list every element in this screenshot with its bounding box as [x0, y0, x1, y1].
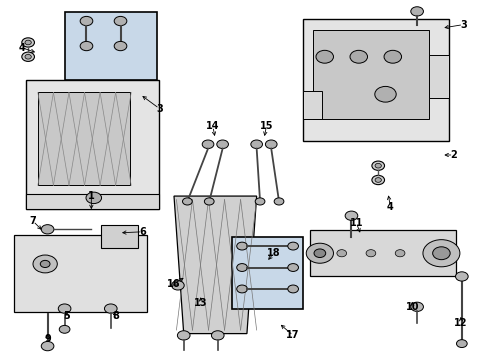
- Bar: [38, 93, 130, 185]
- Circle shape: [177, 331, 190, 340]
- Text: 11: 11: [349, 218, 362, 228]
- Circle shape: [336, 249, 346, 257]
- Circle shape: [422, 240, 459, 267]
- Bar: [26, 194, 159, 208]
- Bar: [312, 30, 428, 119]
- Text: 18: 18: [266, 248, 280, 258]
- Circle shape: [236, 242, 247, 250]
- Circle shape: [58, 304, 71, 313]
- Text: 4: 4: [386, 202, 393, 212]
- Circle shape: [22, 38, 34, 47]
- Text: 7: 7: [30, 216, 36, 226]
- Circle shape: [80, 17, 93, 26]
- Bar: [14, 235, 147, 312]
- Circle shape: [374, 178, 381, 182]
- Circle shape: [104, 304, 117, 313]
- Bar: [309, 230, 455, 276]
- Bar: [428, 55, 448, 98]
- Circle shape: [345, 211, 357, 220]
- Circle shape: [374, 163, 381, 168]
- Circle shape: [41, 225, 54, 234]
- Circle shape: [374, 86, 395, 102]
- Text: 3: 3: [156, 104, 163, 113]
- Circle shape: [366, 249, 375, 257]
- Text: 12: 12: [453, 318, 467, 328]
- Circle shape: [41, 342, 54, 351]
- Circle shape: [265, 140, 277, 149]
- Bar: [26, 80, 159, 208]
- Circle shape: [114, 41, 126, 51]
- Circle shape: [383, 50, 401, 63]
- Circle shape: [305, 243, 333, 263]
- Circle shape: [255, 198, 264, 205]
- Bar: [101, 225, 137, 248]
- Circle shape: [216, 140, 228, 149]
- Text: 10: 10: [405, 302, 418, 312]
- Circle shape: [371, 161, 384, 170]
- Circle shape: [182, 198, 192, 205]
- Circle shape: [456, 340, 466, 347]
- Text: 16: 16: [167, 279, 181, 289]
- Text: 1: 1: [88, 191, 95, 201]
- Polygon shape: [174, 196, 256, 334]
- Circle shape: [236, 285, 247, 293]
- Circle shape: [236, 264, 247, 271]
- Bar: [302, 19, 448, 141]
- Circle shape: [86, 192, 102, 203]
- Text: 4: 4: [19, 43, 25, 53]
- Circle shape: [410, 302, 423, 311]
- Text: 3: 3: [459, 19, 466, 30]
- Circle shape: [349, 50, 367, 63]
- Circle shape: [25, 40, 31, 45]
- Circle shape: [22, 52, 34, 62]
- Circle shape: [59, 325, 70, 333]
- Circle shape: [114, 17, 126, 26]
- Text: 8: 8: [112, 311, 119, 321]
- Text: 17: 17: [286, 330, 299, 341]
- Circle shape: [33, 255, 57, 273]
- Circle shape: [211, 331, 224, 340]
- Text: 14: 14: [206, 121, 219, 131]
- Text: 13: 13: [194, 298, 207, 308]
- Circle shape: [394, 249, 404, 257]
- Bar: [64, 12, 157, 80]
- Text: 15: 15: [259, 121, 273, 131]
- Circle shape: [80, 41, 93, 51]
- Circle shape: [287, 285, 298, 293]
- Circle shape: [313, 249, 325, 257]
- Circle shape: [410, 7, 423, 16]
- Bar: [232, 237, 302, 309]
- Text: 9: 9: [44, 334, 51, 344]
- Circle shape: [204, 198, 214, 205]
- Circle shape: [371, 175, 384, 185]
- Bar: [302, 91, 322, 119]
- Circle shape: [171, 281, 184, 290]
- Circle shape: [274, 198, 284, 205]
- Text: 2: 2: [449, 150, 456, 160]
- Circle shape: [202, 140, 213, 149]
- Text: 6: 6: [139, 227, 145, 237]
- Circle shape: [40, 260, 50, 267]
- Circle shape: [250, 140, 262, 149]
- Circle shape: [315, 50, 333, 63]
- Circle shape: [432, 247, 449, 260]
- Circle shape: [25, 54, 31, 59]
- Circle shape: [455, 272, 467, 281]
- Circle shape: [287, 264, 298, 271]
- Text: 5: 5: [63, 311, 70, 321]
- Circle shape: [287, 242, 298, 250]
